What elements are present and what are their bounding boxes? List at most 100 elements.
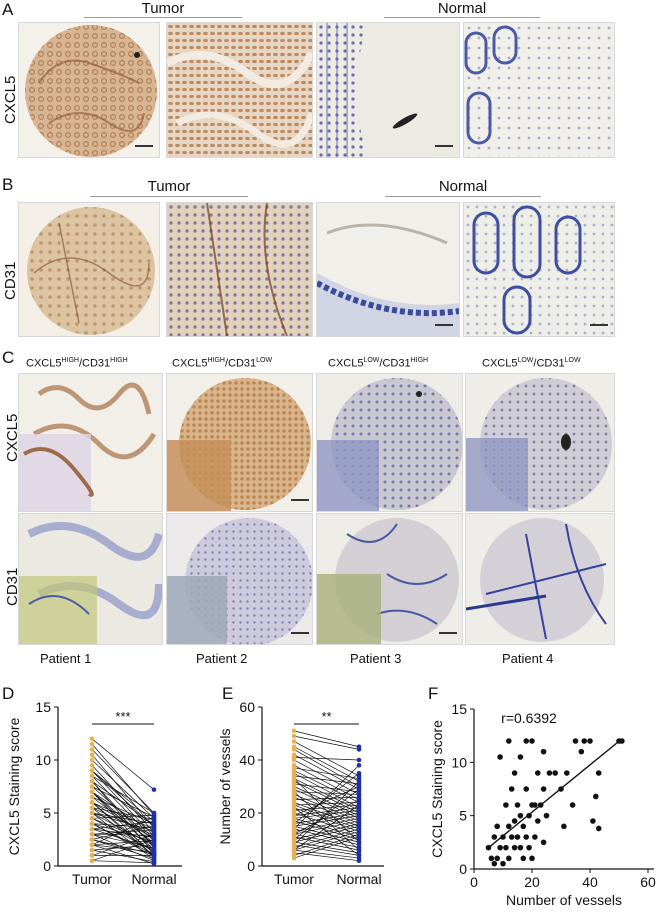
tumor-point <box>89 794 95 800</box>
tumor-point <box>89 853 95 858</box>
scatter-point <box>543 812 550 819</box>
y-axis-title: Number of vessels <box>217 729 233 845</box>
scatter-point <box>578 748 585 755</box>
significance-label: ** <box>321 709 331 724</box>
pair-line <box>91 738 155 790</box>
pair-line <box>293 799 360 835</box>
panel-c-cxcl5-patient-2-image <box>166 373 313 512</box>
pair-line <box>91 844 155 865</box>
scatter-point <box>520 823 527 830</box>
scatter-point <box>590 818 596 824</box>
x-tick-label: 20 <box>524 874 540 890</box>
tumor-point <box>291 739 297 744</box>
normal-point <box>151 787 157 792</box>
chart-f: 0 5 10 15 0 20 40 60 CXCL5 Staining score Number … <box>424 694 658 911</box>
patient-label-2: Patient 2 <box>196 651 248 666</box>
scatter-point <box>540 748 547 755</box>
panel-a-normal-label: Normal <box>437 0 487 17</box>
x-axis-title: Number of vessels <box>506 892 622 908</box>
pair-line <box>293 833 360 856</box>
normal-point <box>356 770 362 776</box>
scatter-point <box>540 839 547 846</box>
normal-point <box>151 814 157 820</box>
scatter-point <box>514 834 521 840</box>
pair-line <box>91 770 155 822</box>
pair-line <box>91 821 155 830</box>
panel-e-letter: E <box>222 684 234 703</box>
scale-bar <box>291 499 309 501</box>
scatter-point <box>488 855 495 862</box>
tumor-point <box>89 768 95 773</box>
tumor-point <box>291 776 297 781</box>
scatter-point <box>595 825 602 832</box>
pair-line <box>293 730 360 748</box>
panel-d-letter: D <box>2 684 15 703</box>
pair-line <box>91 839 155 855</box>
tumor-point <box>89 778 95 784</box>
scatter-point <box>511 818 518 824</box>
scatter-point <box>581 738 587 744</box>
scatter-point <box>506 738 512 744</box>
tumor-point <box>291 855 297 861</box>
tumor-point <box>89 847 95 853</box>
tumor-point <box>291 837 297 842</box>
x-category-label: Normal <box>131 871 176 887</box>
scatter-point <box>558 786 564 792</box>
pair-line <box>91 812 155 824</box>
normal-point <box>356 757 362 763</box>
y-tick-label: 0 <box>43 858 51 874</box>
pair-line <box>293 746 360 782</box>
pair-line <box>293 802 360 806</box>
scatter-point <box>529 738 535 744</box>
normal-point <box>151 831 157 837</box>
scatter-point <box>523 786 529 792</box>
tumor-point <box>89 816 95 821</box>
pair-line <box>293 812 360 824</box>
scatter-point <box>497 844 503 851</box>
pair-line <box>293 807 360 816</box>
pair-line <box>293 852 360 862</box>
panel-c-cd31-patient-3-image <box>316 513 463 645</box>
pair-line <box>293 757 360 761</box>
tumor-point <box>89 747 95 752</box>
tumor-point <box>291 747 297 752</box>
scatter-point <box>491 860 498 867</box>
panel-c-cxcl5-patient-3-image <box>316 373 463 512</box>
pair-line <box>91 743 155 816</box>
scatter-point <box>537 802 544 808</box>
scatter-point <box>532 834 538 840</box>
x-tick-label: 0 <box>470 874 478 890</box>
tumor-point <box>291 733 297 739</box>
scale-bar <box>435 324 453 326</box>
scatter-point <box>511 844 518 851</box>
tumor-point <box>89 826 95 832</box>
tumor-point <box>291 826 297 832</box>
panel-c-column-title-4: CXCL5LOW/CD31LOW <box>482 357 581 370</box>
scale-bar <box>435 145 453 147</box>
pair-line <box>91 829 155 835</box>
scatter-point <box>508 834 515 840</box>
pair-line <box>91 833 155 856</box>
scatter-point <box>503 844 509 851</box>
tumor-point <box>89 837 95 842</box>
normal-point <box>151 861 157 867</box>
scale-bar <box>590 324 608 326</box>
normal-point <box>151 827 157 833</box>
normal-point <box>151 821 157 826</box>
scatter-point <box>619 738 625 744</box>
scatter-point <box>532 802 538 808</box>
y-axis-title: CXCL5 Staining score <box>429 720 445 858</box>
correlation-annotation: r=0.6392 <box>501 710 557 726</box>
chart-e-svg: 0 20 40 60 Number of vessels Tumor Normal ** <box>217 699 384 887</box>
scatter-point <box>526 812 532 819</box>
regression-line <box>488 738 623 849</box>
scatter-point <box>506 855 512 862</box>
pair-line <box>293 817 360 832</box>
x-category-label: Tumor <box>72 871 112 887</box>
tumor-point <box>89 805 95 810</box>
scatter-point <box>491 834 498 840</box>
scatter-point <box>500 834 506 840</box>
x-tick-label: 60 <box>640 874 656 890</box>
scale-bar <box>135 145 153 147</box>
tumor-point <box>291 842 297 848</box>
